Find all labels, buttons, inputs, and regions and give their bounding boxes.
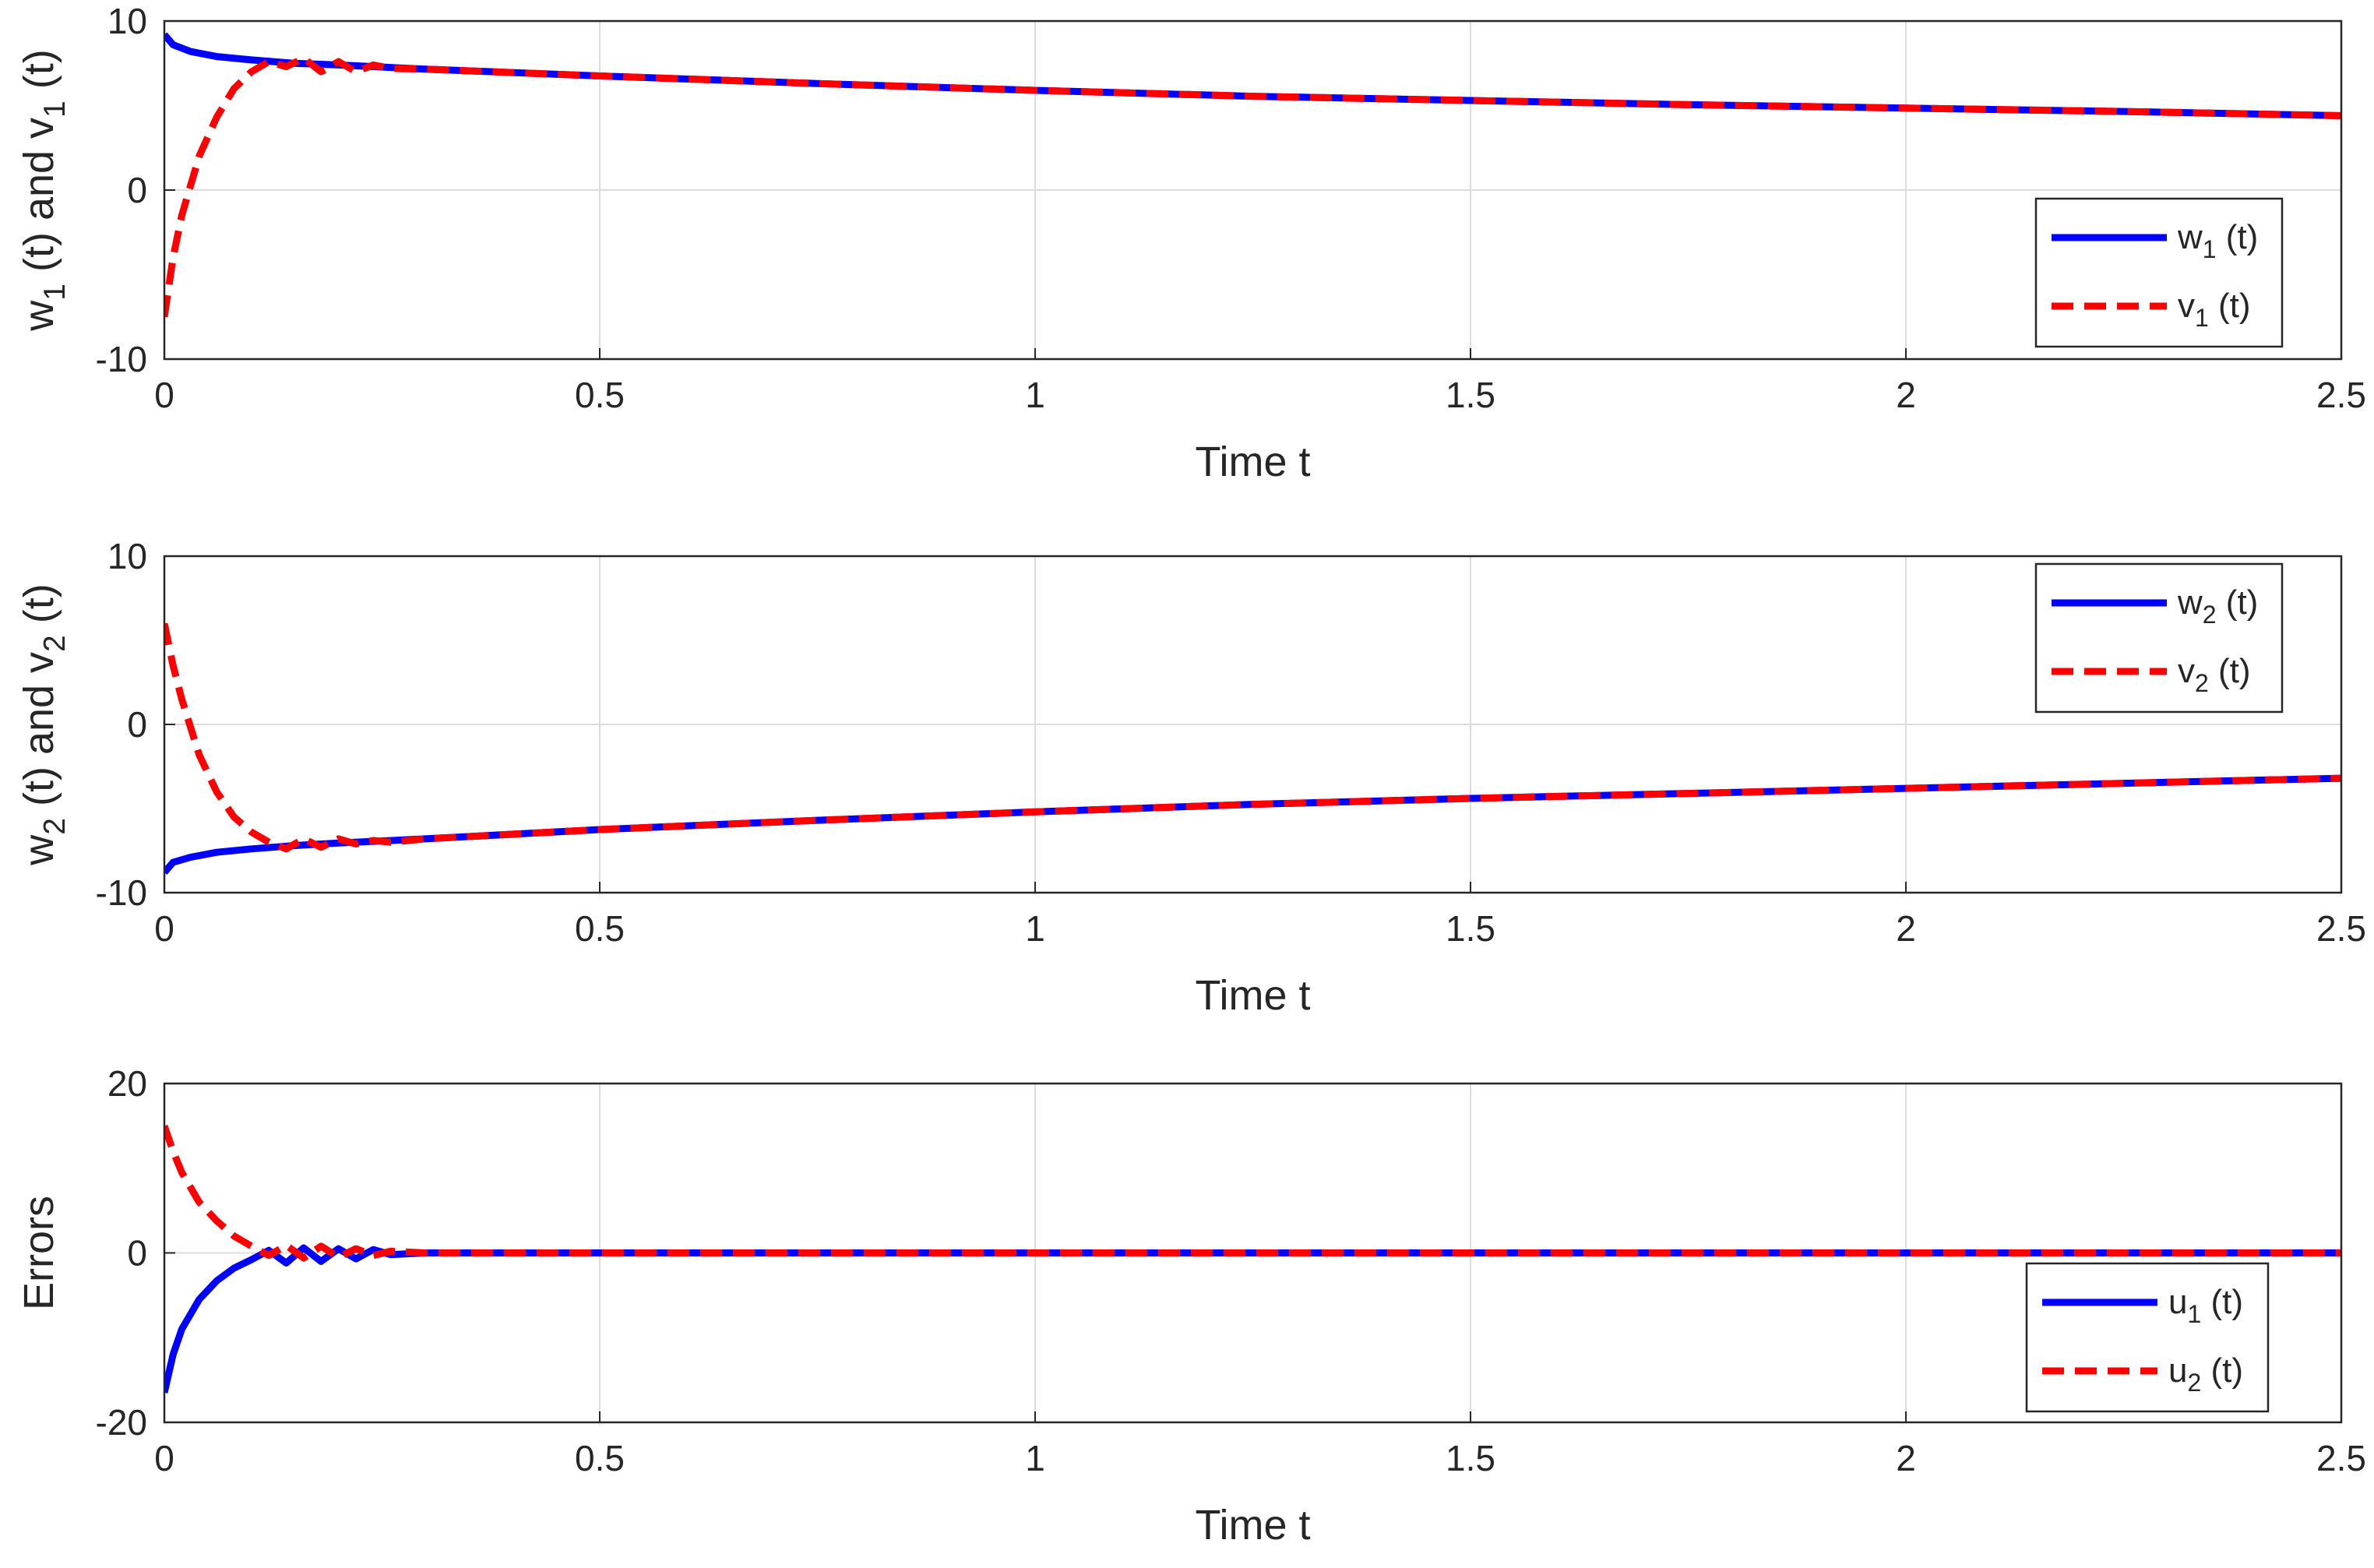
x-tick-label: 0.5 [575,908,625,949]
series-lines [164,1124,2341,1394]
legend: u1 (t) u2 (t) [2025,1262,2270,1413]
legend-entry-label: w1 (t) [2177,218,2258,263]
legend: w1 (t) v1 (t) [2034,197,2284,348]
x-tick-label: 2 [1896,908,1916,949]
x-tick-label: 0.5 [575,375,625,415]
y-tick-label: -10 [96,872,147,913]
x-tick-label: 2.5 [2316,1438,2366,1478]
legend: w2 (t) v2 (t) [2034,562,2284,714]
x-tick-label: 0 [154,908,174,949]
series-lines [164,622,2341,876]
x-tick-label: 1.5 [1446,1438,1495,1478]
x-tick-label: 2.5 [2316,908,2366,949]
x-tick-label: 1.5 [1446,908,1495,949]
x-axis-label: Time t [1196,439,1311,485]
legend-box [2034,562,2284,714]
y-tick-label: -10 [96,339,147,379]
x-axis-label: Time t [1196,1502,1311,1549]
legend-entry-label: u1 (t) [2168,1283,2243,1328]
y-tick-label: 0 [127,170,147,210]
x-tick-label: 1 [1025,375,1045,415]
x-tick-label: 2.5 [2316,375,2366,415]
y-tick-label: 20 [107,1063,147,1104]
legend-entry-label: v1 (t) [2178,287,2251,332]
x-tick-label: 0 [154,375,174,415]
series-line-dashed [164,55,2341,318]
y-tick-label: 0 [127,1233,147,1274]
y-tick-label: 10 [107,1,147,41]
y-axis-label: w2 (t) and v2 (t) [16,583,72,865]
x-tick-label: 2 [1896,1438,1916,1478]
series-lines [164,32,2341,318]
x-tick-label: 1.5 [1446,375,1495,415]
legend-entry-label: v2 (t) [2178,652,2251,697]
y-axis-label: Errors [16,1196,62,1310]
x-tick-label: 1 [1025,908,1045,949]
legend-entry-label: u2 (t) [2168,1351,2243,1397]
legend-box [2025,1262,2270,1413]
series-line-dashed [164,1124,2341,1262]
x-tick-label: 2 [1896,375,1916,415]
y-axis-label: w1 (t) and v1 (t) [16,49,72,331]
legend-entry-label: w2 (t) [2177,583,2258,629]
x-tick-label: 1 [1025,1438,1045,1478]
y-tick-label: 0 [127,704,147,745]
y-tick-label: 10 [107,536,147,576]
series-line-dashed [164,622,2341,853]
x-axis-label: Time t [1196,972,1311,1019]
y-tick-label: -20 [96,1402,147,1443]
legend-box [2034,197,2284,348]
x-tick-label: 0.5 [575,1438,625,1478]
x-tick-label: 0 [154,1438,174,1478]
